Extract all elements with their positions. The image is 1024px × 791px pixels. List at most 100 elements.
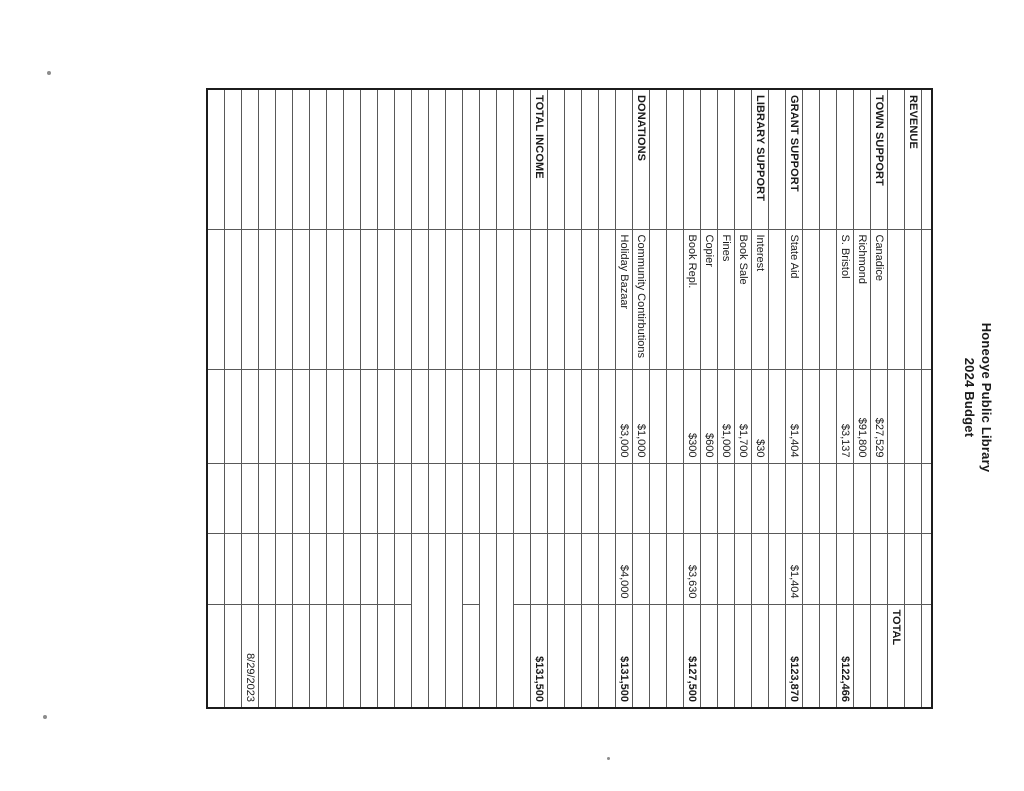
table-cell	[326, 89, 344, 229]
table-cell	[258, 369, 276, 463]
table-cell	[666, 229, 684, 369]
table-cell	[632, 533, 650, 604]
table-cell: GRANT SUPPORT	[785, 89, 803, 229]
table-cell	[853, 533, 871, 604]
table-cell	[207, 463, 225, 533]
table-row	[921, 89, 932, 708]
table-cell	[802, 89, 820, 229]
table-cell	[258, 533, 276, 604]
table-cell	[564, 89, 582, 229]
table-row	[649, 89, 667, 708]
table-cell	[632, 604, 650, 708]
table-cell	[241, 463, 259, 533]
table-cell: $3,137	[836, 369, 854, 463]
table-cell	[802, 604, 820, 708]
table-row	[394, 89, 412, 708]
table-row	[207, 89, 225, 708]
table-cell	[462, 229, 480, 369]
table-cell	[564, 604, 582, 708]
table-cell	[445, 463, 463, 533]
table-cell	[275, 533, 293, 604]
table-cell	[513, 604, 531, 708]
table-cell	[819, 89, 837, 229]
table-cell	[292, 229, 310, 369]
table-row: S. Bristol $3,137 $122,466	[836, 89, 854, 708]
table-cell	[751, 533, 769, 604]
table-cell	[309, 369, 327, 463]
table-cell	[207, 369, 225, 463]
table-cell	[462, 89, 480, 229]
table-cell	[887, 533, 905, 604]
table-cell	[343, 229, 361, 369]
table-cell	[292, 89, 310, 229]
table-cell	[615, 463, 633, 533]
table-cell	[802, 533, 820, 604]
table-cell	[649, 89, 667, 229]
table-cell	[462, 463, 480, 533]
table-cell	[377, 463, 395, 533]
table-row: TOTAL INCOME $131,500	[530, 89, 548, 708]
table-row: Fines $1,000	[717, 89, 735, 708]
table-cell	[921, 89, 932, 229]
rotated-budget-sheet: Honeoye Public Library 2024 Budget REVEN…	[206, 88, 1007, 709]
table-cell	[411, 89, 429, 229]
table-cell: $1,000	[632, 369, 650, 463]
table-cell	[258, 604, 276, 708]
table-cell	[224, 463, 242, 533]
table-cell	[428, 89, 446, 229]
table-cell	[224, 229, 242, 369]
table-cell	[479, 533, 497, 708]
table-cell	[887, 369, 905, 463]
table-cell	[513, 369, 531, 463]
table-cell	[904, 229, 922, 369]
table-row: DONATIONS Community Contirbutions $1,000	[632, 89, 650, 708]
table-cell	[649, 533, 667, 604]
scan-speck	[607, 757, 610, 760]
table-cell	[292, 369, 310, 463]
table-cell: $131,500	[615, 604, 633, 708]
table-cell	[445, 89, 463, 229]
table-cell	[530, 229, 548, 369]
table-cell	[207, 89, 225, 229]
table-cell: Interest	[751, 229, 769, 369]
table-cell	[581, 604, 599, 708]
table-cell: S. Bristol	[836, 229, 854, 369]
table-cell	[479, 229, 497, 369]
table-cell	[921, 229, 932, 369]
table-cell	[513, 89, 531, 229]
table-cell: Copier	[700, 229, 718, 369]
table-cell	[496, 369, 514, 463]
table-cell	[819, 369, 837, 463]
table-cell: $300	[683, 369, 701, 463]
table-cell	[581, 463, 599, 533]
table-cell	[598, 229, 616, 369]
table-row	[309, 89, 327, 708]
table-cell	[207, 533, 225, 604]
table-row: LIBRARY SUPPORT Interest $30	[751, 89, 769, 708]
table-cell: TOTAL	[887, 604, 905, 708]
table-cell	[343, 463, 361, 533]
table-cell	[275, 463, 293, 533]
table-row	[377, 89, 395, 708]
table-cell	[887, 229, 905, 369]
table-row	[411, 89, 429, 708]
table-cell	[360, 369, 378, 463]
table-cell	[666, 533, 684, 604]
table-cell	[649, 463, 667, 533]
table-cell	[683, 89, 701, 229]
table-row	[326, 89, 344, 708]
table-cell	[768, 533, 786, 604]
table-cell	[258, 229, 276, 369]
table-cell	[649, 604, 667, 708]
table-row	[445, 89, 463, 708]
table-cell	[547, 229, 565, 369]
table-cell: $1,404	[785, 369, 803, 463]
table-cell	[564, 229, 582, 369]
table-cell	[751, 463, 769, 533]
table-cell	[411, 369, 429, 463]
table-cell	[598, 89, 616, 229]
table-cell	[887, 89, 905, 229]
table-row: GRANT SUPPORT State Aid $1,404 $1,404 $123,8…	[785, 89, 803, 708]
table-cell	[581, 89, 599, 229]
table-cell	[496, 89, 514, 229]
